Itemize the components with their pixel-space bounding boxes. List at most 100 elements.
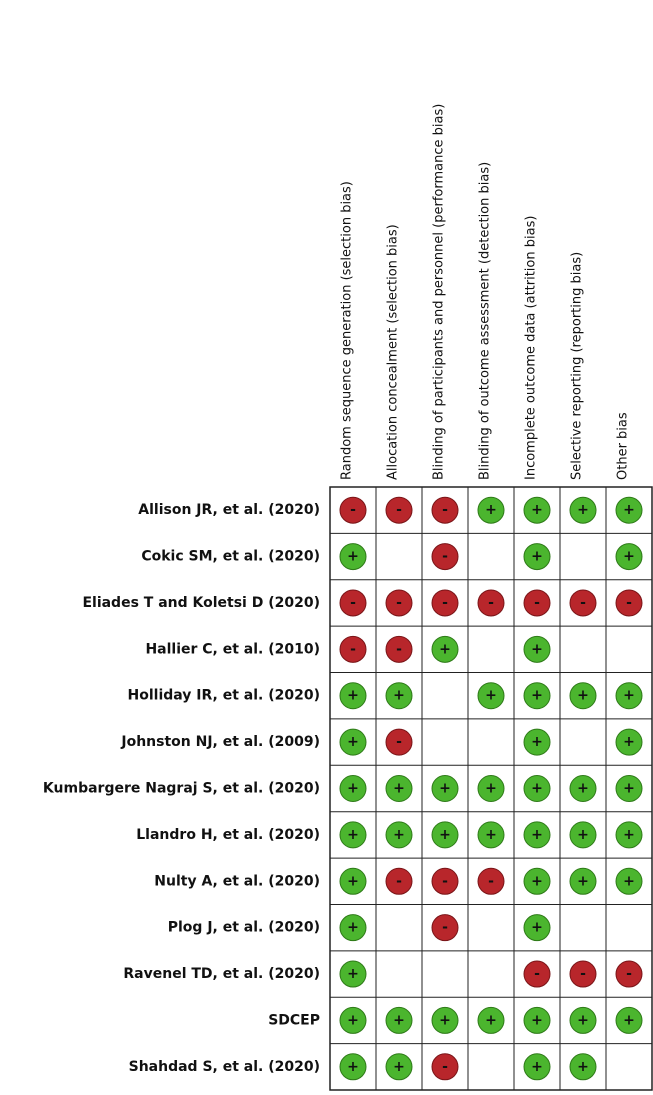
- low-risk-icon: [431, 775, 459, 802]
- column-header: Blinding of outcome assessment (detectio…: [478, 162, 493, 480]
- judgment: +: [577, 873, 589, 889]
- judgment: -: [350, 502, 356, 518]
- study-name: Hallier C, et al. (2010): [145, 641, 320, 657]
- judgment: +: [485, 502, 497, 518]
- high-risk-icon: [385, 867, 413, 895]
- judgment: -: [488, 595, 494, 611]
- study-name: SDCEP: [268, 1012, 320, 1028]
- judgment: +: [577, 1059, 589, 1075]
- judgment: +: [347, 549, 359, 565]
- column-header: Blinding of participants and personnel (…: [432, 104, 447, 480]
- judgment: -: [534, 966, 540, 982]
- judgment: -: [580, 595, 586, 611]
- high-risk-icon: [385, 728, 413, 756]
- judgment: +: [531, 734, 543, 750]
- high-risk-icon: [339, 589, 367, 617]
- judgment: +: [393, 688, 405, 704]
- judgment: +: [577, 827, 589, 843]
- study-name: Kumbargere Nagraj S, et al. (2020): [43, 781, 320, 797]
- judgment: +: [623, 688, 635, 704]
- judgment: +: [531, 920, 543, 936]
- judgment: +: [347, 920, 359, 936]
- high-risk-icon: [339, 635, 367, 663]
- low-risk-icon: [569, 1053, 597, 1081]
- table-border: [329, 486, 653, 1091]
- low-risk-icon: [431, 821, 459, 849]
- judgment: +: [531, 1012, 543, 1028]
- judgment: -: [626, 966, 632, 982]
- study-name: Johnston NJ, et al. (2009): [120, 734, 320, 750]
- low-risk-icon: [339, 1006, 367, 1034]
- low-risk-icon: [523, 496, 551, 524]
- low-risk-icon: [523, 728, 551, 756]
- low-risk-icon: [339, 867, 367, 895]
- low-risk-icon: [477, 682, 505, 710]
- high-risk-icon: [431, 914, 459, 942]
- judgment: -: [396, 734, 402, 750]
- judgment: -: [442, 502, 448, 518]
- low-risk-icon: [339, 960, 367, 988]
- judgment: -: [350, 595, 356, 611]
- judgment: +: [623, 549, 635, 565]
- judgment: +: [347, 734, 359, 750]
- low-risk-icon: [385, 1006, 413, 1034]
- low-risk-icon: [615, 1006, 643, 1034]
- judgment: +: [393, 827, 405, 843]
- judgment: +: [347, 781, 359, 797]
- judgment: +: [531, 781, 543, 797]
- judgment: -: [396, 502, 402, 518]
- judgment: +: [577, 502, 589, 518]
- high-risk-icon: [615, 589, 643, 617]
- low-risk-icon: [477, 1006, 505, 1034]
- judgment: +: [393, 781, 405, 797]
- judgment: +: [485, 688, 497, 704]
- judgment: +: [439, 827, 451, 843]
- low-risk-icon: [339, 821, 367, 849]
- judgment: +: [531, 1059, 543, 1075]
- judgment: +: [531, 502, 543, 518]
- low-risk-icon: [569, 775, 597, 802]
- high-risk-icon: [569, 589, 597, 617]
- judgment: +: [347, 873, 359, 889]
- study-name: Ravenel TD, et al. (2020): [123, 966, 320, 982]
- high-risk-icon: [477, 589, 505, 617]
- judgment: -: [442, 549, 448, 565]
- low-risk-icon: [385, 682, 413, 710]
- low-risk-icon: [615, 821, 643, 849]
- low-risk-icon: [569, 496, 597, 524]
- low-risk-icon: [615, 682, 643, 710]
- judgment: -: [442, 920, 448, 936]
- low-risk-icon: [615, 775, 643, 802]
- judgment: -: [626, 595, 632, 611]
- low-risk-icon: [523, 775, 551, 802]
- low-risk-icon: [569, 821, 597, 849]
- judgment: +: [531, 688, 543, 704]
- low-risk-icon: [523, 543, 551, 571]
- low-risk-icon: [615, 496, 643, 524]
- high-risk-icon: [431, 543, 459, 571]
- low-risk-icon: [385, 775, 413, 802]
- low-risk-icon: [615, 867, 643, 895]
- study-name: Eliades T and Koletsi D (2020): [82, 595, 320, 611]
- high-risk-icon: [431, 1053, 459, 1081]
- study-name: Llandro H, et al. (2020): [136, 827, 320, 843]
- study-name: Nulty A, et al. (2020): [154, 873, 320, 889]
- judgment: +: [485, 1012, 497, 1028]
- column-header: Selective reporting (reporting bias): [570, 252, 585, 480]
- low-risk-icon: [385, 821, 413, 849]
- low-risk-icon: [339, 775, 367, 802]
- study-name: Holliday IR, et al. (2020): [128, 688, 320, 704]
- low-risk-icon: [339, 682, 367, 710]
- judgment: +: [347, 827, 359, 843]
- low-risk-icon: [339, 1053, 367, 1081]
- judgment: +: [347, 1012, 359, 1028]
- judgment: +: [485, 827, 497, 843]
- high-risk-icon: [385, 589, 413, 617]
- judgment: +: [623, 781, 635, 797]
- judgment: -: [442, 1059, 448, 1075]
- study-name: Cokic SM, et al. (2020): [141, 549, 320, 565]
- low-risk-icon: [431, 635, 459, 663]
- judgment: +: [393, 1012, 405, 1028]
